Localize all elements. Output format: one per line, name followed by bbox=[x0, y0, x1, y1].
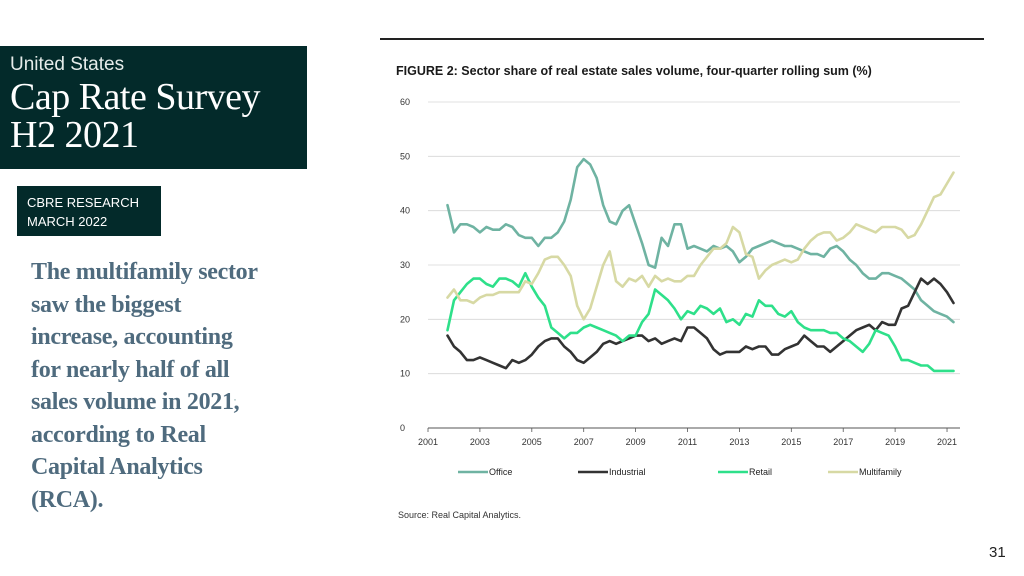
key-finding-quote: The multifamily sector saw the biggest i… bbox=[31, 259, 258, 513]
legend-label-office: Office bbox=[489, 467, 512, 477]
figure-panel: FIGURE 2: Sector share of real estate sa… bbox=[380, 38, 984, 542]
y-tick-label: 50 bbox=[400, 151, 410, 161]
report-title-box: United States Cap Rate Survey H2 2021 bbox=[0, 46, 307, 169]
x-tick-label: 2009 bbox=[626, 437, 646, 447]
x-tick-label: 2015 bbox=[781, 437, 801, 447]
report-title: Cap Rate Survey H2 2021 bbox=[10, 78, 307, 154]
y-tick-label: 60 bbox=[400, 97, 410, 107]
series-line-industrial bbox=[446, 277, 955, 370]
research-tag-line2: MARCH 2022 bbox=[27, 214, 108, 229]
x-tick-label: 2001 bbox=[418, 437, 438, 447]
report-region: United States bbox=[10, 54, 125, 75]
stray-dot: · bbox=[233, 392, 237, 406]
x-tick-label: 2021 bbox=[937, 437, 957, 447]
y-tick-label: 0 bbox=[400, 423, 405, 433]
legend-label-multifamily: Multifamily bbox=[859, 467, 902, 477]
x-tick-label: 2011 bbox=[678, 437, 697, 447]
figure-source: Source: Real Capital Analytics. bbox=[398, 510, 522, 520]
y-tick-label: 40 bbox=[400, 206, 410, 216]
x-tick-label: 2017 bbox=[833, 437, 853, 447]
y-tick-label: 20 bbox=[400, 314, 410, 324]
x-tick-label: 2013 bbox=[729, 437, 749, 447]
report-title-line2: H2 2021 bbox=[10, 114, 139, 156]
y-tick-label: 10 bbox=[400, 369, 410, 379]
x-tick-label: 2007 bbox=[574, 437, 594, 447]
legend-label-industrial: Industrial bbox=[609, 467, 646, 477]
legend-label-retail: Retail bbox=[749, 467, 772, 477]
x-tick-label: 2003 bbox=[470, 437, 490, 447]
x-tick-label: 2005 bbox=[522, 437, 542, 447]
series-line-retail bbox=[446, 271, 955, 373]
series-line-office bbox=[446, 157, 955, 324]
report-title-line1: Cap Rate Survey bbox=[10, 76, 261, 118]
page-number: 31 bbox=[989, 544, 1006, 561]
research-tag: CBRE RESEARCH MARCH 2022 bbox=[17, 186, 161, 236]
series-line-multifamily bbox=[446, 171, 955, 321]
x-tick-label: 2019 bbox=[885, 437, 905, 447]
line-chart: 0 10 20 30 40 50 60 2001 2003 2005 2007 2009 2011 201… bbox=[400, 97, 960, 477]
research-tag-line1: CBRE RESEARCH bbox=[27, 195, 139, 210]
figure-title: FIGURE 2: Sector share of real estate sa… bbox=[396, 64, 872, 78]
y-tick-label: 30 bbox=[400, 260, 410, 270]
